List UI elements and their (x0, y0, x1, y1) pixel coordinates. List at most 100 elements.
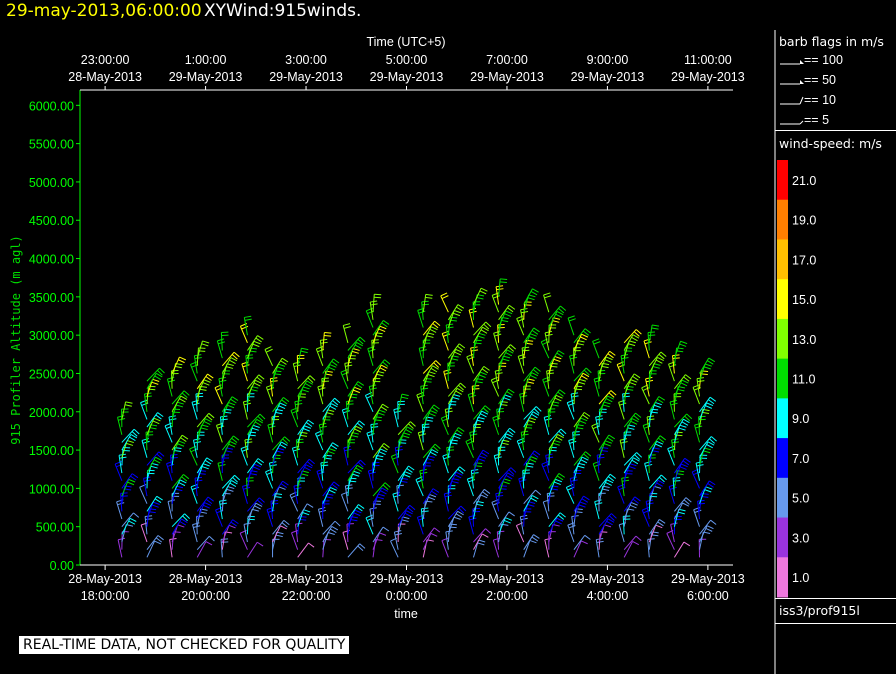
barb-flag (403, 432, 411, 436)
wind-barb (441, 537, 449, 558)
barb-flag (617, 483, 625, 488)
wind-barb (221, 486, 235, 504)
barb-flag (442, 330, 449, 335)
wind-barb (140, 522, 148, 543)
barb-flag (467, 476, 475, 480)
barb-flag (506, 391, 513, 396)
y-tick-label: 1500.00 (29, 444, 74, 458)
barb-staff (247, 458, 259, 474)
barb-flag (206, 415, 213, 421)
barb-flag (678, 427, 686, 431)
barb-flag (246, 357, 254, 360)
wind-barb (246, 393, 255, 412)
wind-barb (648, 531, 659, 550)
wind-barb (221, 408, 232, 428)
wind-barb (523, 406, 542, 420)
barb-flag (584, 328, 591, 334)
barb-staff (645, 501, 650, 520)
barb-flag (654, 404, 661, 409)
barb-flag (277, 366, 285, 370)
barb-flag (618, 364, 625, 368)
barb-flag (177, 443, 185, 447)
barb-staff (623, 535, 637, 551)
wind-barb (322, 481, 340, 497)
wind-barb (546, 369, 555, 389)
wind-barb (196, 418, 212, 435)
barb-flag (657, 521, 664, 527)
barb-flag (710, 519, 717, 525)
barb-flag (325, 496, 333, 499)
barb-flag (558, 430, 565, 437)
wind-barb (347, 504, 365, 520)
barb-flag (282, 480, 289, 486)
barb-flag (305, 464, 313, 469)
wind-barb (598, 447, 609, 466)
barb-staff (418, 348, 424, 366)
barb-staff (322, 403, 332, 420)
barb-staff (598, 447, 602, 466)
barb-flag (679, 466, 687, 470)
barb-flag (451, 480, 459, 484)
barb-flag (500, 278, 508, 281)
barb-flag (480, 287, 488, 292)
wind-barb (322, 397, 341, 413)
wind-barb (322, 520, 341, 535)
wind-barb (289, 491, 299, 512)
barb-flag (482, 449, 490, 455)
wind-barb (598, 518, 615, 535)
wind-barb (648, 485, 662, 504)
x-tick-label: 2:00:00 (486, 589, 528, 603)
wind-barb (699, 436, 717, 451)
barb-flag (559, 389, 566, 395)
barb-staff (498, 524, 502, 543)
barb-flag (669, 364, 677, 368)
barb-flag (229, 482, 237, 487)
barb-flag (496, 288, 504, 291)
wind-barb (472, 500, 484, 520)
barb-flag (477, 542, 485, 546)
wind-barb (171, 395, 188, 413)
barb-flag (331, 525, 339, 531)
barb-flag (356, 383, 363, 389)
wind-barb (372, 454, 384, 474)
barb-flag (534, 366, 541, 372)
barb-flag (201, 466, 209, 470)
wind-barb (297, 431, 308, 451)
wind-barb (699, 408, 710, 428)
barb-flag (158, 451, 165, 457)
wind-barb (272, 525, 287, 543)
barb-flag (456, 387, 464, 393)
barb-flag (682, 460, 690, 466)
datetime-title: 29-may-2013,06:00:00 (6, 1, 202, 21)
barb-flag (581, 498, 589, 503)
barb-flag (707, 483, 714, 488)
wind-barb (573, 333, 589, 351)
barb-flag (346, 403, 354, 405)
wind-barb (472, 332, 486, 351)
wind-barb (598, 350, 616, 367)
y-tick-label: 5000.00 (29, 176, 74, 190)
barb-flag (370, 303, 378, 306)
wind-barb (322, 525, 339, 543)
barb-flag (421, 387, 429, 390)
wind-barb (347, 425, 363, 443)
barb-flag (558, 307, 565, 314)
wind-barb (623, 412, 642, 428)
barb-flag (602, 488, 610, 491)
wind-barb (121, 473, 139, 489)
barb-flag (531, 495, 539, 500)
barb-flag (128, 478, 136, 483)
barb-flag (508, 304, 516, 310)
wind-barb (221, 447, 234, 466)
barb-flag (230, 521, 237, 527)
wind-barb (247, 497, 265, 512)
barb-flag (629, 504, 637, 509)
barb-flag (404, 471, 412, 475)
wind-barb (598, 473, 616, 489)
barb-flag (440, 292, 448, 297)
barb-staff (618, 524, 625, 543)
wind-barb (397, 432, 411, 451)
wind-barb (498, 467, 517, 482)
barb-flag (605, 356, 613, 361)
barb-flag (517, 318, 525, 322)
